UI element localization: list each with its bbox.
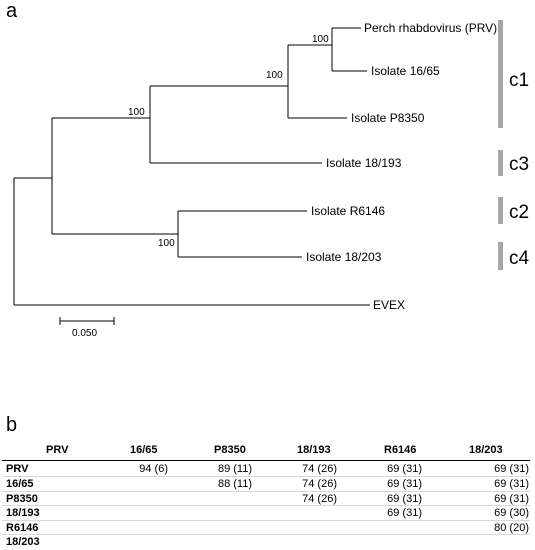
tip-label-18-203: Isolate 18/203 (306, 250, 382, 264)
table-cell: 69 (31) (387, 463, 422, 475)
tip-label-r6146: Isolate R6146 (311, 204, 385, 218)
cluster-bar-c1 (498, 20, 503, 128)
table-cell: 69 (31) (494, 463, 529, 475)
tip-label-p8350: Isolate P8350 (351, 111, 425, 125)
row-rule (2, 505, 530, 506)
row-rule (2, 520, 530, 521)
header-rule (2, 460, 530, 461)
table-cell: 80 (20) (494, 522, 529, 534)
scale-bar-label: 0.050 (72, 328, 97, 339)
table-cell: 74 (26) (302, 478, 337, 490)
table-cell: 89 (11) (217, 463, 252, 475)
row-label-prv: PRV (6, 463, 29, 475)
table-cell: 69 (31) (387, 507, 422, 519)
row-label-16-65: 16/65 (6, 478, 34, 490)
table-cell: 69 (31) (387, 478, 422, 490)
row-label-18-193: 18/193 (6, 507, 40, 519)
col-header-r6146: R6146 (384, 444, 417, 456)
cluster-label-c1: c1 (509, 70, 529, 91)
cluster-bar-c2 (498, 197, 503, 224)
cluster-label-c2: c2 (509, 202, 529, 223)
row-rule (2, 534, 530, 535)
col-header-18-193: 18/193 (297, 444, 331, 456)
cluster-label-c3: c3 (509, 154, 529, 175)
table-cell: 88 (11) (217, 478, 252, 490)
row-rule (2, 476, 530, 477)
row-rule (2, 491, 530, 492)
row-label-18-203: 18/203 (6, 536, 40, 548)
cluster-label-c4: c4 (509, 248, 530, 269)
cluster-bar-c3 (498, 150, 503, 176)
col-header-16-65: 16/65 (130, 444, 158, 456)
table-cell: 69 (31) (494, 493, 529, 505)
tree-branches (13, 27, 370, 306)
tip-label-16-65: Isolate 16/65 (371, 64, 440, 78)
row-label-p8350: P8350 (6, 493, 38, 505)
table-cell: 69 (31) (387, 493, 422, 505)
bootstrap-c1c3: 100 (128, 107, 145, 118)
tip-label-prv: Perch rhabdovirus (PRV) (364, 21, 497, 35)
phylogenetic-tree: Perch rhabdovirus (PRV) Isolate 16/65 Is… (13, 20, 530, 339)
tip-label-evex: EVEX (373, 298, 405, 312)
table-cell: 69 (30) (494, 507, 529, 519)
scale-bar (59, 317, 115, 325)
cluster-bar-c4 (498, 242, 503, 270)
tip-label-18-193: Isolate 18/193 (326, 156, 402, 170)
cluster-bars (498, 20, 503, 270)
col-header-prv: PRV (46, 444, 69, 456)
bootstrap-prv-1665: 100 (312, 34, 329, 45)
col-header-p8350: P8350 (214, 444, 246, 456)
table-cell: 69 (31) (494, 478, 529, 490)
bootstrap-c1: 100 (266, 70, 283, 81)
row-label-r6146: R6146 (6, 522, 39, 534)
panel-label-a: a (6, 0, 18, 22)
col-header-18-203: 18/203 (469, 444, 503, 456)
panel-label-b: b (6, 414, 18, 436)
table-cell: 94 (6) (139, 463, 168, 475)
bootstrap-c2c4: 100 (158, 238, 175, 249)
table-cell: 74 (26) (302, 493, 337, 505)
table-cell: 74 (26) (302, 463, 337, 475)
